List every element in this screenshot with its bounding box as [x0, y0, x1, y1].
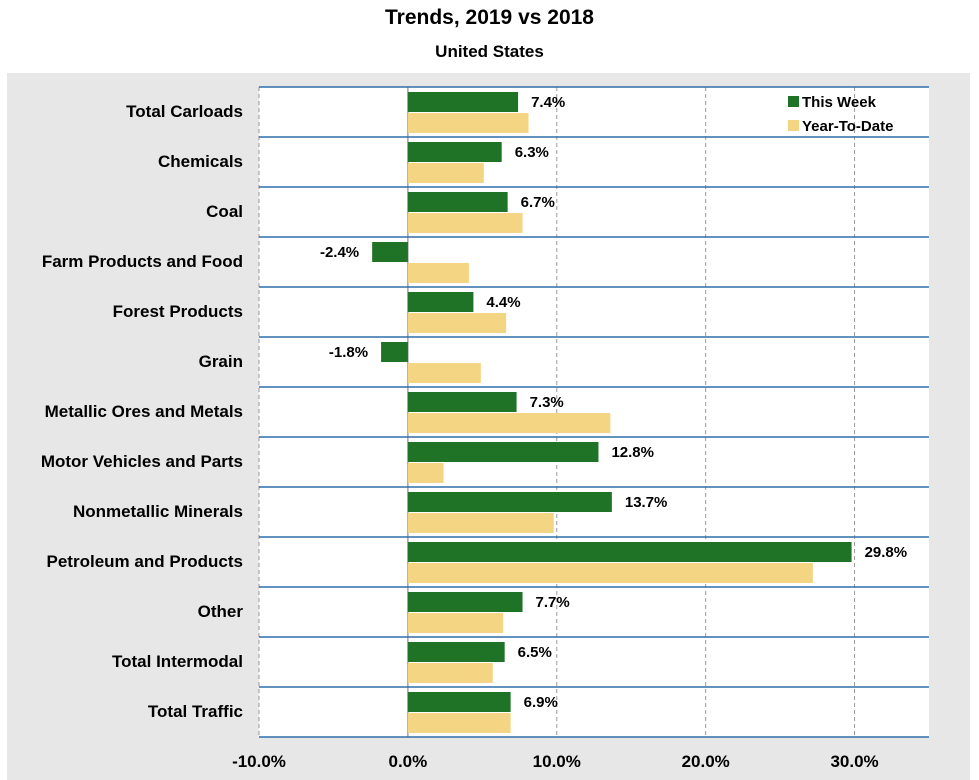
bar-this-week [407, 392, 517, 412]
bar-year-to-date [407, 713, 511, 733]
data-label-this-week: 13.7% [625, 494, 668, 511]
bar-this-week [407, 492, 612, 512]
chart-subtitle: United States [435, 42, 544, 61]
category-label: Coal [206, 202, 243, 221]
bar-year-to-date [407, 363, 481, 383]
plot-area [259, 87, 929, 737]
category-label: Total Intermodal [112, 652, 243, 671]
data-label-this-week: 29.8% [865, 544, 908, 561]
legend-label-this-week: This Week [802, 94, 877, 111]
bar-year-to-date [407, 413, 611, 433]
data-label-this-week: -1.8% [329, 344, 368, 361]
bar-this-week [407, 642, 505, 662]
category-label: Petroleum and Products [47, 552, 243, 571]
bar-this-week [407, 92, 519, 112]
legend-label-year-to-date: Year-To-Date [802, 118, 893, 135]
x-tick-label: 20.0% [682, 752, 730, 771]
bar-this-week [372, 242, 408, 262]
bar-this-week [407, 192, 508, 212]
data-label-this-week: 6.5% [518, 644, 552, 661]
bar-this-week [407, 442, 599, 462]
bar-chart: Total Carloads 7.4% Chemicals 6.3% Coal 6.7% F… [41, 86, 929, 771]
x-tick-label: -10.0% [232, 752, 286, 771]
x-tick-label: 0.0% [389, 752, 428, 771]
bar-year-to-date [407, 463, 444, 483]
legend-swatch-this-week [788, 96, 799, 107]
bar-year-to-date [407, 613, 504, 633]
bar-this-week [407, 142, 502, 162]
data-label-this-week: 6.9% [524, 694, 558, 711]
bar-this-week [407, 292, 474, 312]
x-tick-label: 30.0% [830, 752, 878, 771]
data-label-this-week: 7.3% [530, 394, 564, 411]
bar-this-week [407, 542, 852, 562]
bar-year-to-date [407, 513, 554, 533]
x-tick-label: 10.0% [533, 752, 581, 771]
data-label-this-week: 6.7% [521, 194, 555, 211]
category-label: Total Traffic [148, 702, 243, 721]
data-label-this-week: 7.7% [536, 594, 570, 611]
chart-title: Trends, 2019 vs 2018 [385, 6, 594, 29]
category-label: Metallic Ores and Metals [45, 402, 243, 421]
legend-swatch-year-to-date [788, 120, 799, 131]
category-label: Total Carloads [126, 102, 243, 121]
category-label: Other [198, 602, 244, 621]
data-label-this-week: 4.4% [486, 294, 520, 311]
bar-year-to-date [407, 563, 813, 583]
data-label-this-week: 6.3% [515, 144, 549, 161]
bar-year-to-date [407, 213, 523, 233]
bar-year-to-date [407, 663, 493, 683]
category-label: Nonmetallic Minerals [73, 502, 243, 521]
bar-year-to-date [407, 163, 484, 183]
category-label: Forest Products [113, 302, 243, 321]
category-label: Grain [199, 352, 243, 371]
bar-year-to-date [407, 313, 507, 333]
category-label: Farm Products and Food [42, 252, 243, 271]
bar-this-week [381, 342, 408, 362]
data-label-this-week: 7.4% [531, 94, 565, 111]
data-label-this-week: 12.8% [611, 444, 654, 461]
data-label-this-week: -2.4% [320, 244, 359, 261]
chart-panel: Total Carloads 7.4% Chemicals 6.3% Coal 6.7% F… [7, 73, 970, 780]
bar-this-week [407, 692, 511, 712]
bar-year-to-date [407, 113, 529, 133]
category-label: Chemicals [158, 152, 243, 171]
category-label: Motor Vehicles and Parts [41, 452, 243, 471]
bar-this-week [407, 592, 523, 612]
bar-year-to-date [407, 263, 469, 283]
